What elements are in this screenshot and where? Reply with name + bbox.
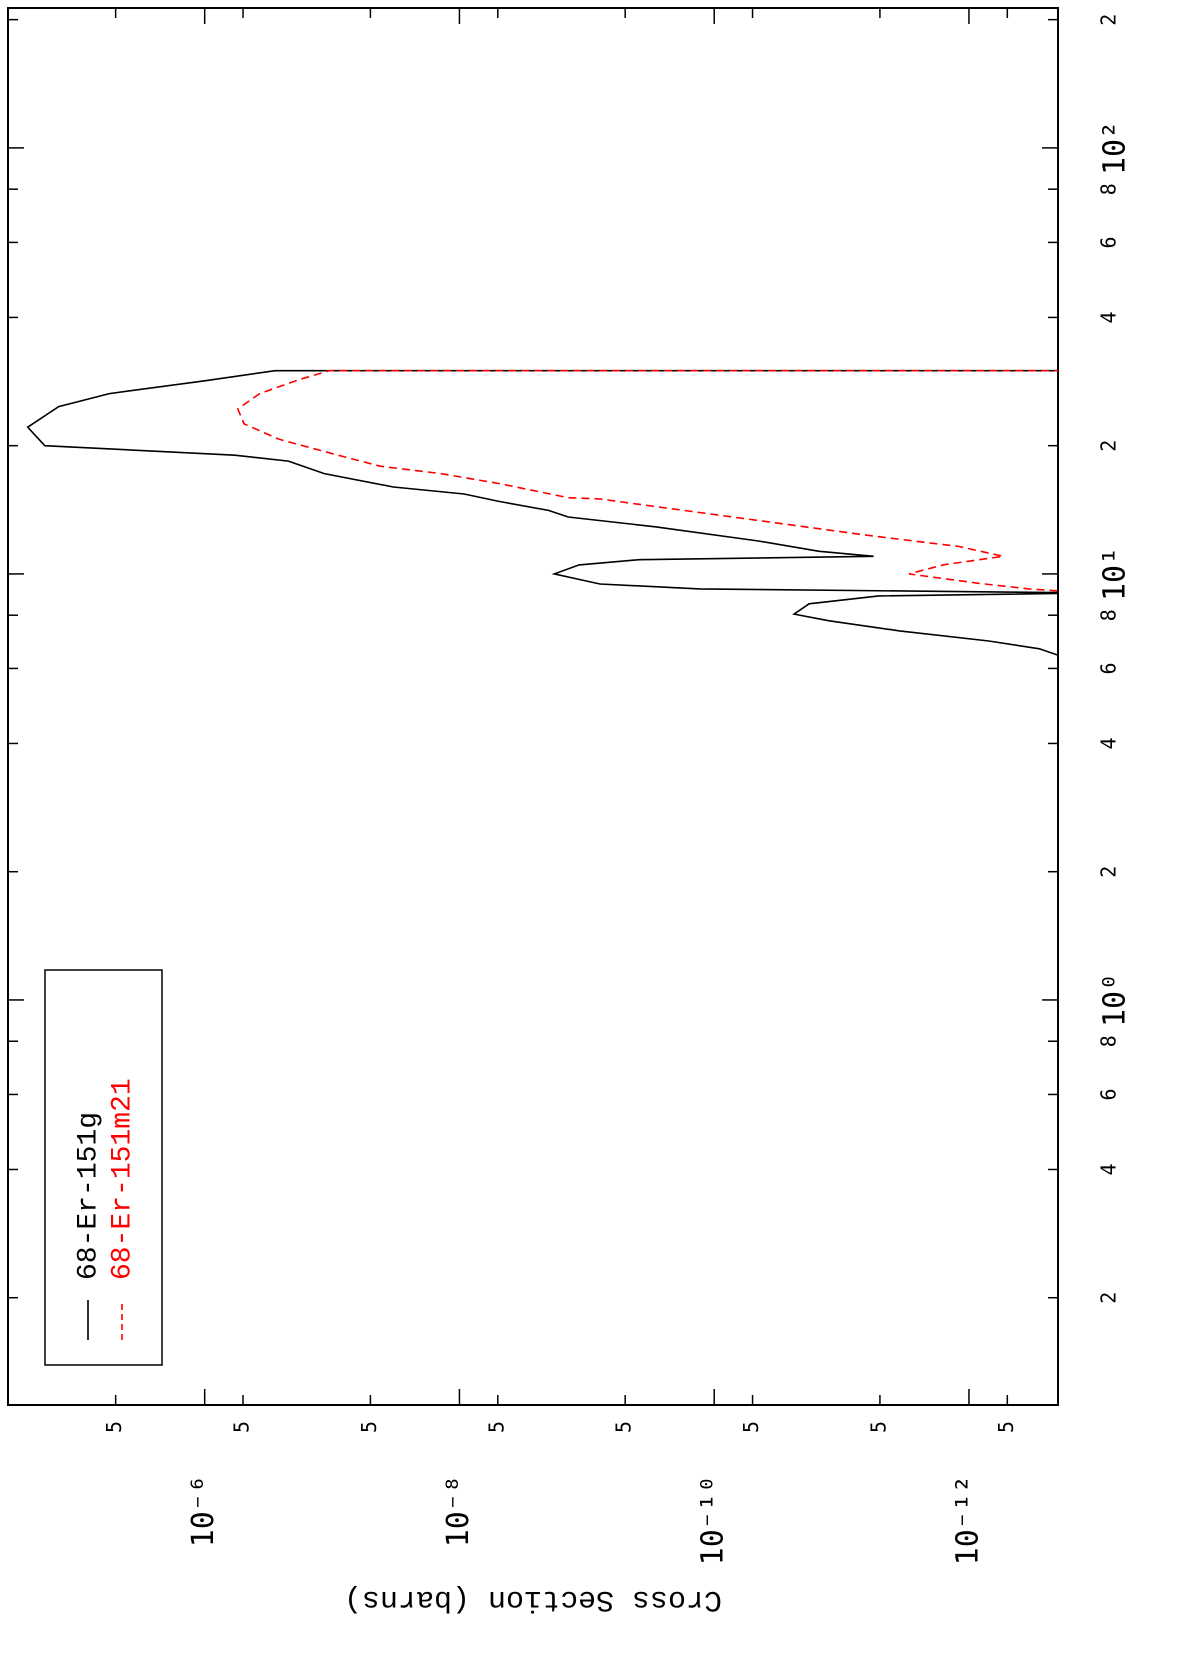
series-line xyxy=(26,369,1058,670)
legend-label: 68-Er-151m21 xyxy=(107,1078,138,1280)
x-tick-label: 8 xyxy=(1097,609,1121,621)
y-tick-label: 10⁻⁸ xyxy=(441,1475,476,1547)
y-axis-title: Cross Section (barns) xyxy=(344,1582,722,1616)
y-tick-label: 10⁻¹⁰ xyxy=(696,1475,731,1565)
y-tick-label: 5 xyxy=(612,1421,636,1433)
plot-group: Cross Section (barns) 246810⁰246810¹2468… xyxy=(7,7,1133,1616)
y-tick-label: 5 xyxy=(357,1421,381,1433)
x-tick-label: 2 xyxy=(1097,1292,1121,1304)
y-tick-label: 5 xyxy=(230,1421,254,1433)
y-tick-label: 5 xyxy=(866,1421,890,1433)
x-tick-label: 8 xyxy=(1097,1035,1121,1047)
legend-box xyxy=(44,969,163,1366)
x-tick-label: 6 xyxy=(1097,236,1121,248)
series-line xyxy=(236,369,1058,595)
x-tick-label: 8 xyxy=(1097,183,1121,195)
y-tick-label: 5 xyxy=(739,1421,763,1433)
x-tick-label: 2 xyxy=(1097,866,1121,878)
y-tick-label: 5 xyxy=(102,1421,126,1433)
x-tick-label: 10² xyxy=(1098,121,1133,175)
x-tick-label: 6 xyxy=(1097,662,1121,674)
x-tick-label: 2 xyxy=(1097,14,1121,26)
y-tick-label: 5 xyxy=(484,1421,508,1433)
y-tick-label: 10⁻⁶ xyxy=(186,1475,221,1547)
plot-frame xyxy=(7,7,1059,1406)
x-tick-label: 4 xyxy=(1097,311,1121,323)
x-tick-label: 10¹ xyxy=(1098,547,1133,601)
x-tick-label: 4 xyxy=(1097,1163,1121,1175)
y-tick-label: 5 xyxy=(994,1421,1018,1433)
x-tick-label: 6 xyxy=(1097,1088,1121,1100)
y-tick-label: 10⁻¹² xyxy=(950,1475,985,1565)
legend-label: 68-Er-151g xyxy=(73,1112,104,1280)
x-tick-label: 10⁰ xyxy=(1098,973,1133,1027)
x-tick-label: 4 xyxy=(1097,737,1121,749)
x-tick-label: 2 xyxy=(1097,440,1121,452)
